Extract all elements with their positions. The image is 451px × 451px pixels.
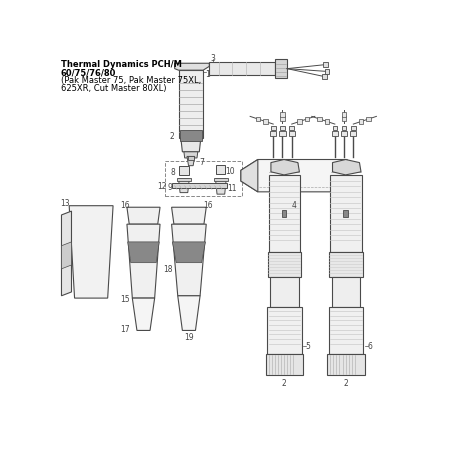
Text: 11: 11 xyxy=(226,183,236,192)
Bar xyxy=(255,117,260,122)
Text: Thermal Dynamics PCH/M: Thermal Dynamics PCH/M xyxy=(60,60,181,69)
Polygon shape xyxy=(215,179,226,195)
Polygon shape xyxy=(187,157,194,166)
Bar xyxy=(177,179,190,182)
Text: 7: 7 xyxy=(199,157,203,166)
Bar xyxy=(341,113,345,117)
Text: 13: 13 xyxy=(60,199,69,207)
Bar xyxy=(288,132,294,137)
Text: 625XR, Cut Master 80XL): 625XR, Cut Master 80XL) xyxy=(60,83,166,92)
Polygon shape xyxy=(69,206,113,299)
Bar xyxy=(270,277,298,308)
Bar xyxy=(332,126,336,131)
Bar xyxy=(262,120,267,124)
Bar xyxy=(179,166,188,175)
Bar xyxy=(304,117,309,122)
Polygon shape xyxy=(240,160,346,193)
Bar xyxy=(281,210,285,218)
Bar xyxy=(165,161,242,196)
Bar xyxy=(324,120,329,124)
Text: 4: 4 xyxy=(291,200,296,209)
Bar xyxy=(341,126,345,131)
Polygon shape xyxy=(127,208,160,225)
Bar xyxy=(178,71,202,138)
Bar xyxy=(329,253,362,277)
Polygon shape xyxy=(332,160,360,175)
Bar xyxy=(213,179,227,182)
Bar xyxy=(366,117,370,122)
Bar xyxy=(268,175,299,253)
Text: 1: 1 xyxy=(205,69,210,78)
Bar xyxy=(350,126,355,131)
Polygon shape xyxy=(132,299,154,331)
Bar xyxy=(324,70,329,74)
Bar xyxy=(280,113,284,117)
Bar xyxy=(343,210,347,218)
Text: 2: 2 xyxy=(342,378,347,387)
Text: 17: 17 xyxy=(120,324,129,333)
Bar xyxy=(267,253,300,277)
Text: 16: 16 xyxy=(120,200,130,209)
Text: 16: 16 xyxy=(202,200,212,209)
Polygon shape xyxy=(184,152,198,159)
Polygon shape xyxy=(61,212,71,296)
Polygon shape xyxy=(178,179,189,193)
Polygon shape xyxy=(270,160,299,175)
Bar xyxy=(179,131,201,142)
Bar xyxy=(209,63,274,76)
Bar xyxy=(216,166,225,175)
Bar xyxy=(171,183,226,189)
Text: 2: 2 xyxy=(170,132,175,141)
Bar xyxy=(187,156,193,160)
Bar xyxy=(279,132,285,137)
Polygon shape xyxy=(61,242,71,269)
Bar xyxy=(331,132,337,137)
Text: 6: 6 xyxy=(366,341,371,350)
Text: 5: 5 xyxy=(305,341,310,350)
Bar xyxy=(317,117,321,122)
Text: 19: 19 xyxy=(183,332,193,341)
Text: 3: 3 xyxy=(210,54,215,62)
Polygon shape xyxy=(180,138,200,152)
Bar xyxy=(270,132,276,137)
Bar xyxy=(327,354,364,375)
Polygon shape xyxy=(177,296,200,331)
Bar xyxy=(270,126,275,131)
Bar xyxy=(267,308,301,354)
Bar xyxy=(330,175,361,253)
Text: 60/75/76/80: 60/75/76/80 xyxy=(60,68,116,77)
Bar xyxy=(265,354,303,375)
Text: (Pak Master 75, Pak Master 75XL,: (Pak Master 75, Pak Master 75XL, xyxy=(60,76,201,85)
Polygon shape xyxy=(171,208,206,225)
Polygon shape xyxy=(171,225,206,296)
Bar xyxy=(280,126,284,131)
Text: 9: 9 xyxy=(167,183,172,192)
Bar xyxy=(322,63,327,68)
Polygon shape xyxy=(240,160,257,193)
Bar xyxy=(328,308,363,354)
Text: 2: 2 xyxy=(281,378,286,387)
Bar xyxy=(331,277,359,308)
Text: 18: 18 xyxy=(163,265,172,274)
Text: 8: 8 xyxy=(170,167,175,176)
Bar xyxy=(358,120,363,124)
Polygon shape xyxy=(127,225,160,299)
Text: 10: 10 xyxy=(225,166,235,175)
Bar xyxy=(322,75,327,80)
Bar xyxy=(341,117,345,121)
Bar xyxy=(296,120,301,124)
Bar xyxy=(289,126,293,131)
Bar xyxy=(280,117,284,121)
Polygon shape xyxy=(128,242,159,263)
Bar xyxy=(340,132,346,137)
Bar xyxy=(274,60,286,79)
Polygon shape xyxy=(172,242,205,263)
Text: 15: 15 xyxy=(120,294,129,303)
Bar xyxy=(350,132,355,137)
Text: 12: 12 xyxy=(157,182,167,191)
Polygon shape xyxy=(174,64,209,71)
